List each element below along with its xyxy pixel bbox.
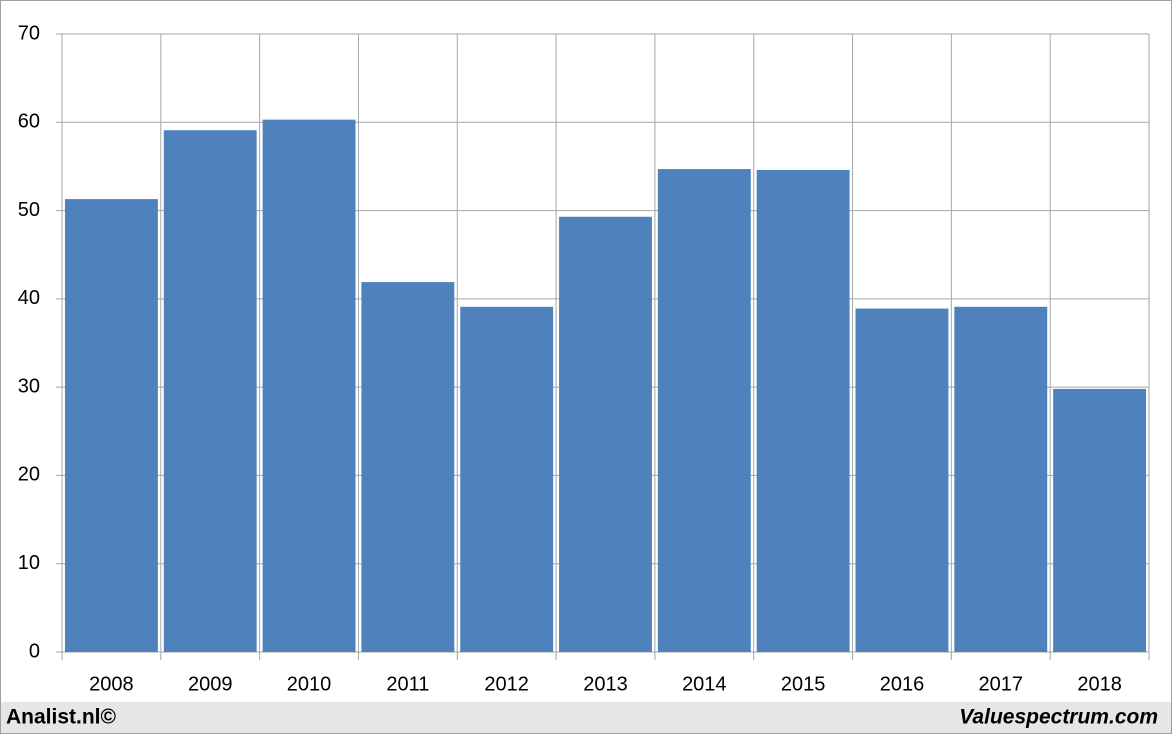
x-tick-label: 2018	[1077, 673, 1122, 695]
x-tick-label: 2008	[89, 673, 134, 695]
bar	[559, 216, 652, 652]
y-tick-label: 40	[18, 287, 40, 309]
y-tick-label: 30	[18, 375, 40, 397]
x-tick-label: 2017	[979, 673, 1024, 695]
x-tick-label: 2009	[188, 673, 233, 695]
footer-left: Analist.nl©	[6, 706, 117, 729]
bar	[64, 199, 158, 652]
y-tick-label: 20	[18, 464, 40, 486]
footer-right: Valuespectrum.com	[959, 706, 1158, 729]
y-tick-label: 0	[29, 640, 40, 662]
bar	[756, 169, 850, 652]
x-tick-label: 2012	[484, 673, 529, 695]
bar	[262, 119, 356, 652]
x-tick-label: 2013	[583, 673, 628, 695]
x-tick-label: 2016	[880, 673, 925, 695]
x-tick-label: 2015	[781, 673, 826, 695]
footer-strip	[1, 702, 1171, 733]
bar	[657, 169, 751, 652]
bar	[855, 308, 949, 652]
y-tick-label: 60	[18, 111, 40, 133]
x-tick-label: 2010	[287, 673, 332, 695]
y-tick-label: 70	[18, 22, 40, 44]
bar	[460, 306, 554, 652]
bar	[1053, 388, 1147, 652]
x-tick-label: 2011	[386, 673, 429, 695]
y-tick-label: 10	[18, 552, 40, 574]
bar	[954, 306, 1048, 652]
y-tick-label: 50	[18, 199, 40, 221]
x-tick-label: 2014	[682, 673, 727, 695]
bar	[361, 282, 455, 652]
bar	[163, 130, 257, 652]
